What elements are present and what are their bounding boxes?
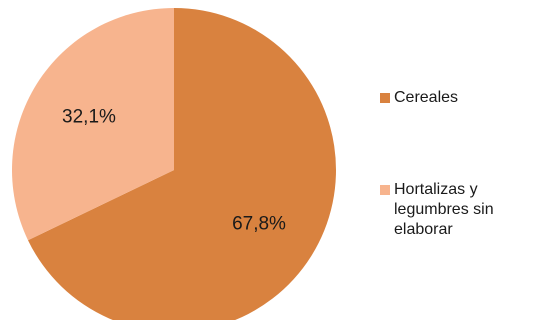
chart-legend: Cereales Hortalizas y legumbres sin elab… <box>380 88 530 240</box>
pie-data-labels: 67,8% 32,1% <box>62 107 286 235</box>
pie-slice-cereales <box>27 8 336 320</box>
data-label-cereales: 67,8% <box>232 213 286 234</box>
pie-slices <box>12 8 336 320</box>
legend-swatch-hortalizas <box>380 185 390 195</box>
legend-swatch-cereales <box>380 93 390 103</box>
legend-item-hortalizas: Hortalizas y legumbres sin elaborar <box>380 180 530 240</box>
pie-slice-hortalizas <box>12 8 175 241</box>
legend-label-cereales: Cereales <box>394 89 459 106</box>
legend-item-cereales: Cereales <box>380 88 530 108</box>
legend-label-hortalizas: Hortalizas y legumbres sin elaborar <box>394 181 494 238</box>
data-label-hortalizas: 32,1% <box>62 107 116 128</box>
